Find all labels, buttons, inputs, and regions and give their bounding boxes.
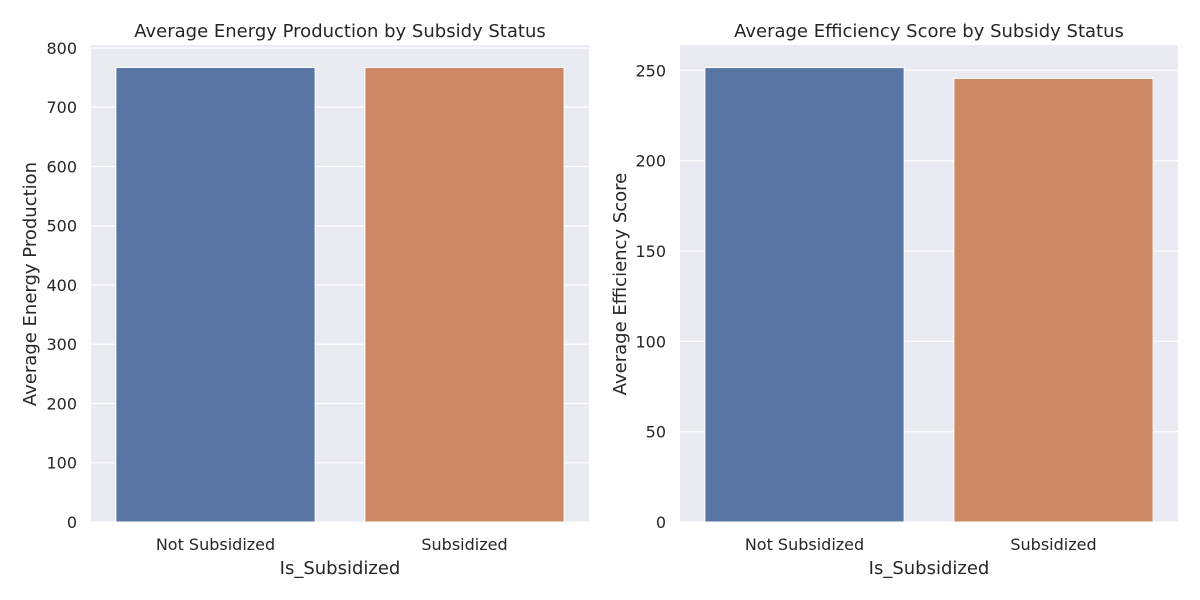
energy-production-chart: Average Energy Production by Subsidy Sta… <box>20 21 589 579</box>
y-tick-label: 800 <box>46 39 77 58</box>
y-tick-label: 200 <box>46 394 77 413</box>
efficiency-score-chart: Average Efficiency Score by Subsidy Stat… <box>610 21 1178 579</box>
x-axis-label: Is_Subsidized <box>280 558 401 579</box>
x-tick-label: Not Subsidized <box>745 535 864 554</box>
y-tick-label: 50 <box>646 423 666 442</box>
y-tick-label: 600 <box>46 157 77 176</box>
x-tick-label: Subsidized <box>421 535 507 554</box>
bar <box>704 67 905 523</box>
y-tick-label: 200 <box>635 152 666 171</box>
y-axis-label: Average Energy Production <box>20 162 41 406</box>
chart-title: Average Energy Production by Subsidy Sta… <box>134 21 545 42</box>
x-axis-label: Is_Subsidized <box>869 558 990 579</box>
y-axis-label: Average Efficiency Score <box>610 173 631 395</box>
y-tick-label: 100 <box>46 454 77 473</box>
chart-title: Average Efficiency Score by Subsidy Stat… <box>734 21 1124 42</box>
y-tick-label: 500 <box>46 217 77 236</box>
y-tick-label: 0 <box>67 513 77 532</box>
bar <box>115 67 316 523</box>
x-tick-label: Not Subsidized <box>156 535 275 554</box>
y-tick-label: 150 <box>635 242 666 261</box>
y-tick-label: 400 <box>46 276 77 295</box>
bar <box>953 77 1154 523</box>
y-tick-label: 250 <box>635 61 666 80</box>
y-tick-label: 0 <box>656 513 666 532</box>
y-tick-label: 700 <box>46 98 77 117</box>
bar <box>364 67 565 523</box>
y-tick-label: 300 <box>46 335 77 354</box>
y-tick-label: 100 <box>635 332 666 351</box>
x-tick-label: Subsidized <box>1010 535 1096 554</box>
